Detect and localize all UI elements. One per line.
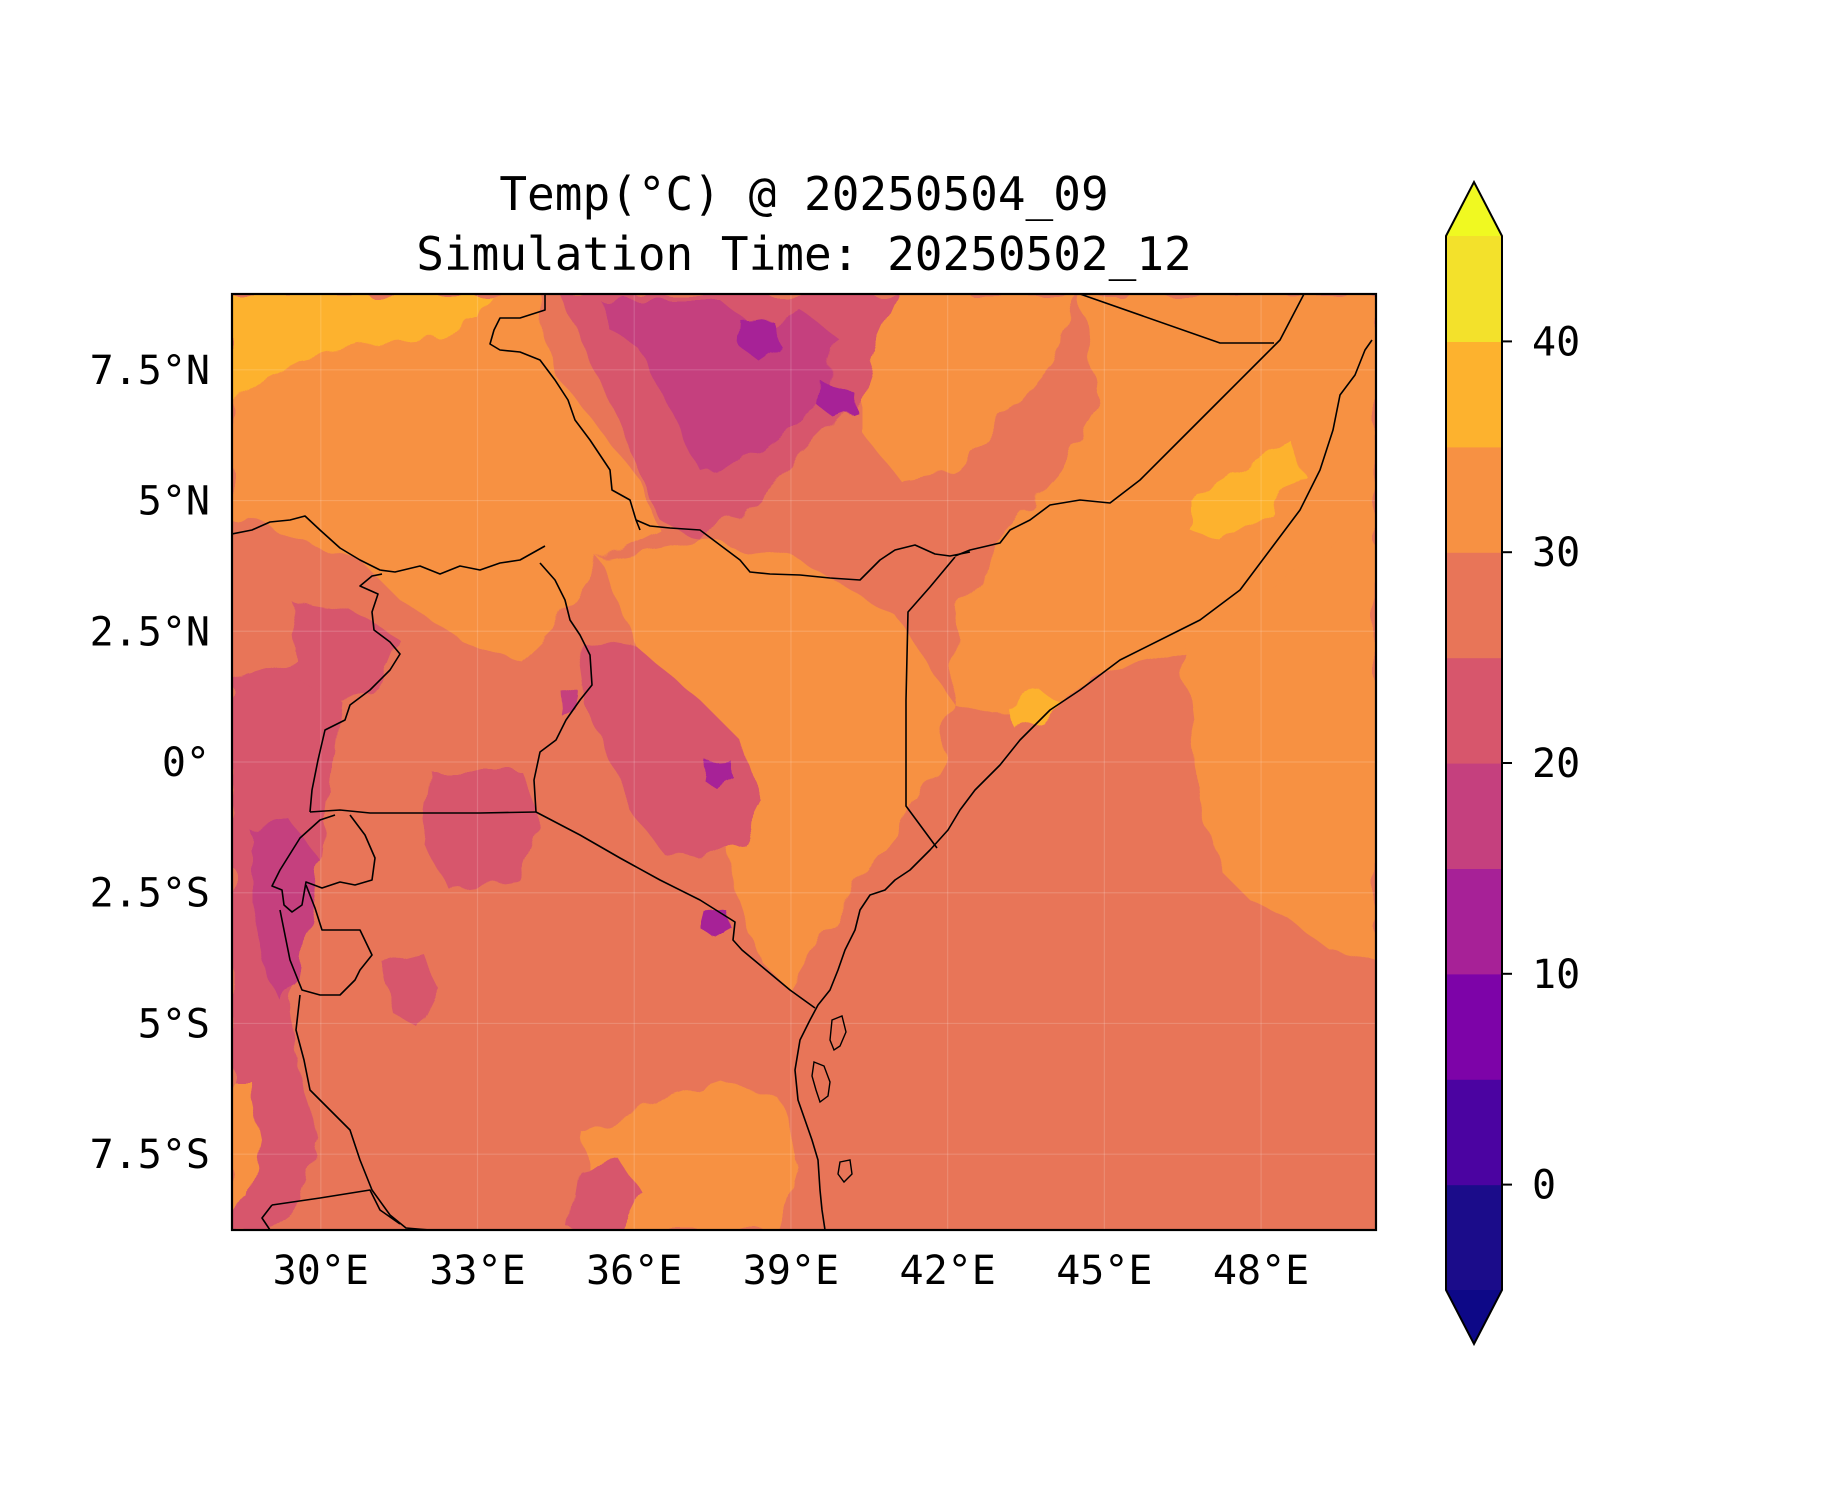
islands <box>811 1015 853 1184</box>
y-tick-label: 5°S <box>138 1001 210 1047</box>
border-lake-victoria-tanzania <box>309 809 537 814</box>
temp-zone-somalia-hotspot-2 <box>1010 690 1060 728</box>
x-tick-label: 48°E <box>1213 1248 1309 1294</box>
colorbar-segment <box>1446 1184 1502 1291</box>
map-title-line-2: Simulation Time: 20250502_12 <box>416 227 1192 281</box>
temp-zone-lake-victoria <box>420 770 540 890</box>
map-title-line-1: Temp(°C) @ 20250504_09 <box>499 167 1109 221</box>
border-uganda-kenya <box>533 562 593 813</box>
x-tick-label: 42°E <box>899 1248 995 1294</box>
colorbar-segment <box>1446 1079 1502 1186</box>
temp-zone-kilimanjaro <box>700 910 732 938</box>
temp-zone-hot-northwest <box>232 294 660 660</box>
border-kenya-somalia <box>905 556 956 849</box>
border-sudan-south-sudan-ethiopia <box>489 294 641 531</box>
y-tick-label: 7.5°N <box>90 348 210 394</box>
border-uganda-drc <box>309 573 401 813</box>
x-tick-label: 30°E <box>273 1248 369 1294</box>
temp-zone-ethiopian-peak <box>816 380 856 418</box>
island-pemba <box>829 1015 847 1052</box>
country-borders <box>232 294 1373 1230</box>
map-frame <box>230 292 1378 1232</box>
temp-zone-somalia-hotspot <box>1190 440 1300 540</box>
y-tick-label: 5°N <box>138 479 210 525</box>
colorbar-segment <box>1446 763 1502 869</box>
temp-zone-western-rift-cold <box>250 820 320 1000</box>
temp-zone-mt-elgon <box>560 690 582 716</box>
colorbar-segment <box>1446 446 1502 553</box>
x-tick-label: 36°E <box>586 1248 682 1294</box>
colorbar-tick-label: 40 <box>1532 319 1580 365</box>
temperature-field <box>232 294 1376 1230</box>
border-ethiopia-djibouti-somaliland <box>1079 294 1274 344</box>
map-area <box>232 294 1376 1230</box>
border-drc-tanzania-lake-tanganyika <box>295 994 431 1230</box>
temp-zone-kenya-highlands <box>580 640 760 860</box>
border-tanzania-zambia-malawi <box>271 1189 401 1225</box>
y-tick-label: 2.5°N <box>90 609 210 655</box>
x-tick-label: 33°E <box>429 1248 525 1294</box>
temp-zone-indian-ocean-warm <box>1180 520 1376 960</box>
temp-zone-southwest-warm <box>232 1080 262 1210</box>
colorbar-over-triangle <box>1446 182 1502 236</box>
island-zanzibar <box>811 1061 831 1104</box>
temp-zone-tanzania-highlands <box>380 950 440 1030</box>
temp-zone-ethiopia-east <box>860 294 1080 480</box>
colorbar-tick-label: 30 <box>1532 530 1580 576</box>
colorbar-tick-label: 20 <box>1532 741 1580 787</box>
y-tick-label: 2.5°S <box>90 871 210 917</box>
border-south-sudan-uganda-kenya <box>232 515 546 575</box>
colorbar-outline <box>1445 179 1503 1347</box>
temp-zone-ethiopian-peak-2 <box>738 318 780 360</box>
border-ethiopia-somalia <box>954 294 1305 557</box>
island-mafia <box>837 1159 853 1184</box>
temp-zone-uganda-cool <box>290 600 400 700</box>
border-burundi-tanzania-lake-tanganyika <box>279 884 373 996</box>
temp-zone-kenya-lowlands <box>600 540 950 990</box>
colorbar-segment <box>1446 657 1502 764</box>
border-kenya-tanzania <box>535 811 816 1009</box>
colorbar-under-triangle <box>1446 1290 1502 1344</box>
colorbar-segment <box>1446 868 1502 975</box>
y-tick-label: 7.5°S <box>90 1132 210 1178</box>
x-tick-labels: 30°E 33°E 36°E 39°E 42°E 45°E 48°E <box>273 1248 1310 1294</box>
colorbar-segment <box>1446 341 1502 448</box>
temp-zone-ethiopian-highlands-cold <box>600 300 840 470</box>
map-gridlines <box>232 294 1376 1230</box>
coastline-somalia-kenya-tanzania <box>794 339 1373 1230</box>
y-tick-label: 0° <box>162 740 210 786</box>
colorbar-segment <box>1446 552 1502 659</box>
temp-zone-tanzania-cool <box>570 1160 640 1230</box>
border-ethiopia-kenya <box>635 519 971 581</box>
x-tick-label: 45°E <box>1056 1248 1152 1294</box>
border-drc-zambia <box>261 1204 273 1230</box>
temp-zone-very-hot-northwest <box>232 294 490 400</box>
colorbar-segment <box>1446 236 1502 342</box>
temp-zone-mt-kenya <box>702 758 734 788</box>
x-tick-label: 39°E <box>743 1248 839 1294</box>
colorbar-tick-label: 0 <box>1532 1163 1556 1209</box>
y-tick-labels: 7.5°N 5°N 2.5°N 0° 2.5°S 5°S 7.5°S <box>90 348 210 1178</box>
colorbar-segment <box>1446 973 1502 1080</box>
border-rwanda-burundi-tanzania <box>271 814 376 913</box>
colorbar: 0 10 20 30 40 <box>1445 179 1580 1347</box>
colorbar-tick-label: 10 <box>1532 952 1580 998</box>
